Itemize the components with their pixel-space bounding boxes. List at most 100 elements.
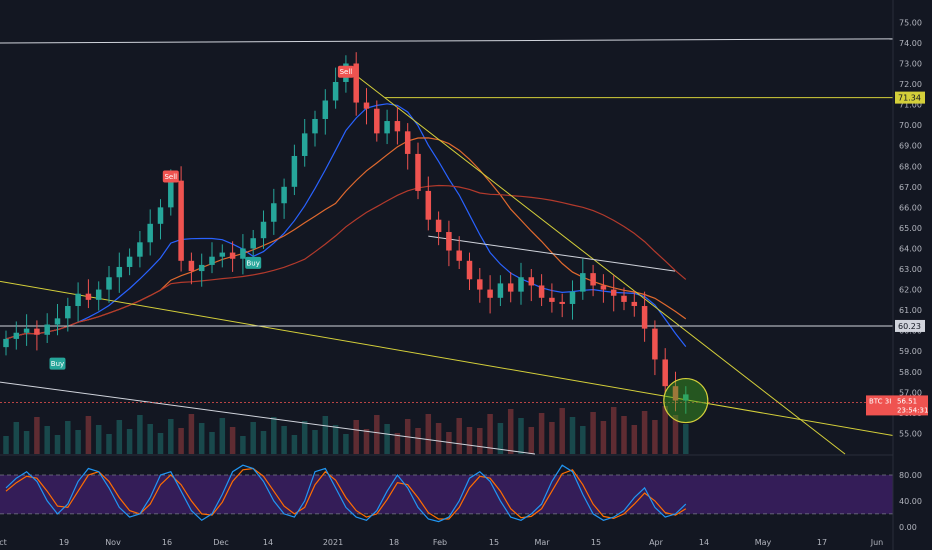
candle-body[interactable] — [538, 285, 545, 298]
candle-body[interactable] — [65, 306, 71, 319]
candle-body[interactable] — [580, 273, 586, 292]
candle-body[interactable] — [466, 260, 473, 280]
volume-bar — [652, 420, 658, 454]
candle-body[interactable] — [621, 295, 627, 302]
candle-body[interactable] — [188, 260, 195, 272]
candle-body[interactable] — [332, 81, 339, 101]
level-price-badge — [895, 319, 925, 332]
candle-body[interactable] — [528, 277, 535, 286]
candle-body[interactable] — [374, 108, 380, 134]
candle-body[interactable] — [301, 133, 308, 156]
buy-signal-badge[interactable] — [245, 256, 262, 269]
sell-signal-badge[interactable] — [162, 170, 179, 183]
volume-bar — [271, 417, 277, 454]
sell-signal-badge[interactable] — [337, 65, 354, 78]
candle-body[interactable] — [116, 266, 123, 278]
candle-body[interactable] — [95, 289, 102, 300]
candle-body[interactable] — [549, 297, 555, 302]
volume-bar — [178, 428, 184, 454]
candle-body[interactable] — [23, 328, 30, 333]
candle-body[interactable] — [641, 306, 648, 329]
candle-body[interactable] — [54, 318, 61, 325]
time-tick-label: May — [755, 538, 772, 547]
candle-body[interactable] — [477, 279, 483, 290]
candle-body[interactable] — [13, 332, 20, 339]
candle-body[interactable] — [353, 63, 359, 103]
candle-body[interactable] — [250, 238, 256, 249]
candle-body[interactable] — [683, 394, 689, 401]
candle-body[interactable] — [487, 289, 493, 298]
candle-body[interactable] — [209, 256, 215, 265]
volume-bar — [260, 431, 267, 454]
candle-body[interactable] — [291, 155, 298, 187]
candle-body[interactable] — [198, 264, 205, 272]
candle-body[interactable] — [363, 102, 370, 109]
candle-body[interactable] — [126, 256, 133, 267]
price-axis[interactable]: 75.00 74.00 73.00 72.00 71.00 70.00 69.00 68.00… — [866, 0, 928, 550]
candle-body[interactable] — [415, 153, 421, 191]
candle-body[interactable] — [85, 293, 92, 300]
candle-body[interactable] — [631, 301, 638, 307]
symbol-name: BTC 3I — [869, 397, 891, 405]
candle-body[interactable] — [137, 242, 143, 257]
candle-body[interactable] — [384, 121, 390, 134]
candle-body[interactable] — [281, 186, 287, 204]
candle-body[interactable] — [404, 131, 411, 154]
time-tick-label: 16 — [162, 538, 172, 547]
descending-trend-line — [345, 67, 846, 455]
volume-bar — [301, 421, 308, 454]
candle-body[interactable] — [75, 293, 81, 307]
candle-body[interactable] — [507, 283, 514, 292]
candle-body[interactable] — [662, 359, 668, 387]
consolidation-line — [428, 235, 676, 272]
time-axis[interactable]: ct 19 Nov 16 Dec 14 2021 18 Feb 15 Mar 15 Apr 14 May 17… — [0, 538, 883, 547]
candle-body[interactable] — [456, 250, 462, 261]
candle-body[interactable] — [600, 285, 607, 290]
candle-body[interactable] — [559, 301, 565, 304]
candle-body[interactable] — [322, 100, 329, 119]
volume-bar — [34, 417, 40, 454]
volume-bar — [343, 434, 349, 454]
candle-body[interactable] — [590, 273, 596, 286]
candle-body[interactable] — [168, 180, 174, 208]
volume-bar — [528, 427, 535, 454]
buy-signal-badge[interactable] — [49, 357, 66, 370]
candle-body[interactable] — [569, 291, 576, 304]
candle-body[interactable] — [652, 328, 658, 360]
candle-body[interactable] — [312, 118, 318, 134]
candle-body[interactable] — [229, 252, 236, 259]
stochastic-pane[interactable] — [0, 464, 893, 523]
candle-body[interactable] — [147, 223, 153, 243]
candle-body[interactable] — [672, 386, 679, 401]
candle-body[interactable] — [260, 221, 267, 239]
candle-body[interactable] — [219, 252, 226, 257]
candle-body[interactable] — [394, 121, 401, 132]
price-tick-label: 69.00 — [899, 142, 922, 151]
buy-signal-label: Buy — [51, 360, 64, 368]
volume-bar — [497, 423, 504, 454]
candle-body[interactable] — [157, 207, 164, 224]
main-price-pane[interactable]: Buy Sell Buy Sell — [0, 38, 894, 456]
candle-body[interactable] — [178, 180, 184, 261]
candle-body[interactable] — [435, 219, 442, 233]
volume-bar — [322, 416, 329, 454]
candle-body[interactable] — [106, 277, 112, 290]
candle-body[interactable] — [44, 324, 50, 335]
candle-body[interactable] — [518, 277, 524, 292]
candle-body[interactable] — [271, 203, 277, 222]
price-tick-label: 58.00 — [899, 368, 922, 377]
candle-body[interactable] — [34, 328, 40, 335]
candle-body[interactable] — [240, 248, 246, 259]
candle-body[interactable] — [3, 338, 9, 348]
candle-body[interactable] — [446, 232, 452, 251]
volume-bar — [240, 436, 246, 454]
candle-body[interactable] — [497, 283, 504, 298]
volume-bar — [518, 418, 524, 454]
candle-body[interactable] — [610, 289, 617, 296]
volume-bar — [549, 422, 555, 454]
time-tick-label: ct — [0, 538, 7, 547]
candle-body[interactable] — [425, 190, 432, 220]
volume-bar — [610, 407, 617, 454]
countdown-label: 23:54:31 — [897, 406, 928, 414]
